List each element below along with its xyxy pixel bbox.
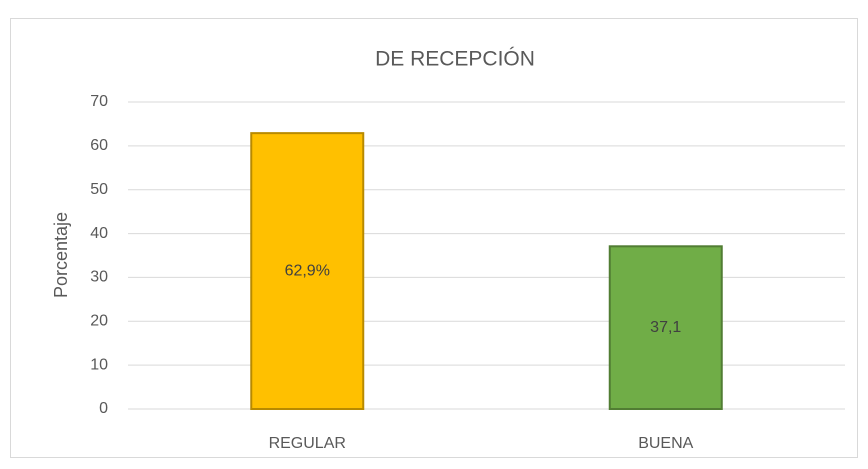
data-label: 62,9% [285, 262, 330, 279]
y-axis-label: Porcentaje [51, 212, 71, 298]
data-label: 37,1 [650, 319, 681, 336]
x-tick-label: REGULAR [269, 435, 346, 452]
y-tick-label: 20 [90, 313, 108, 330]
y-tick-label: 30 [90, 269, 108, 286]
bar [608, 245, 723, 410]
y-tick-label: 50 [90, 181, 108, 198]
y-tick-label: 60 [90, 137, 108, 154]
chart-title: DE RECEPCIÓN [375, 48, 535, 71]
x-tick-label: BUENA [638, 435, 693, 452]
bar [250, 132, 365, 410]
y-tick-label: 10 [90, 356, 108, 373]
y-tick-label: 0 [99, 400, 108, 417]
chart-border [10, 18, 858, 458]
y-tick-label: 70 [90, 93, 108, 110]
y-tick-label: 40 [90, 225, 108, 242]
